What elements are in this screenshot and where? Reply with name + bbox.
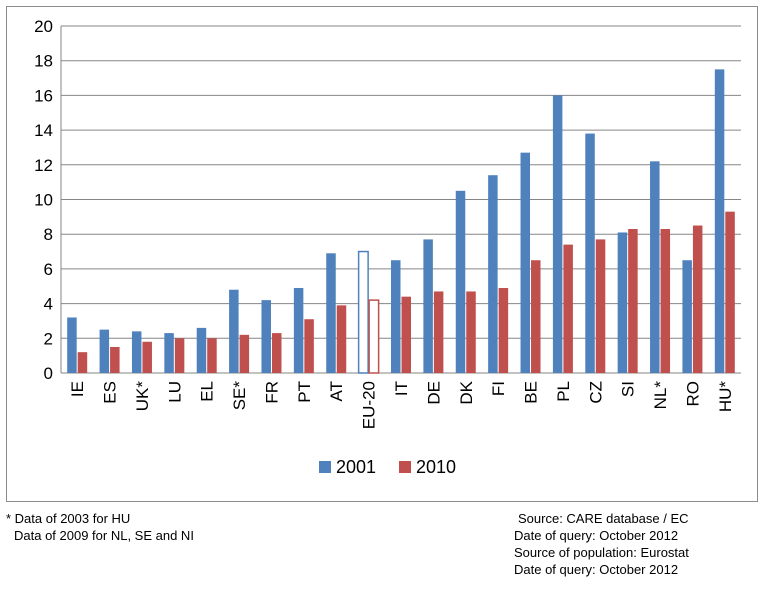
y-tick-label: 20 [34,17,53,36]
bar-2010-BE [531,260,541,373]
bar-2001-UK* [131,331,142,373]
x-tick-label: LU [165,381,184,403]
y-tick-label: 16 [34,86,53,105]
legend-swatch [399,461,411,473]
bar-2001-DE [423,239,433,373]
x-tick-label: DE [424,381,443,405]
bar-2001-RO [682,260,692,373]
x-tick-label: SI [619,381,638,397]
source-line: Source of population: Eurostat [514,545,689,560]
bar-2010-SI [628,228,638,373]
bar-2010-IT [401,296,411,373]
bar-2010-PL [563,244,573,373]
bar-2001-FI [488,175,498,373]
bar-2010-DK [466,291,476,373]
bar-2010-IE [77,352,88,373]
bar-2010-PT [304,319,314,373]
bar-2010-EU-20 [368,299,380,374]
bar-2001-ES [99,329,110,373]
bar-2001-CZ [585,133,595,373]
x-tick-label: DK [457,380,476,404]
bar-2001-SI [617,232,628,373]
bar-2010-RO [692,225,703,373]
chart-frame: 0 2 4 6 8 10 12 14 16 18 20 IE ES UK* LU EL SE* FR PT AT EU-… [6,6,758,502]
bar-chart: 0 2 4 6 8 10 12 14 16 18 20 IE ES UK* LU EL SE* FR PT AT EU-… [34,17,741,477]
bar-2001-AT [326,253,336,373]
bar-2001-BE [520,152,531,373]
legend-label: 2001 [336,457,376,477]
x-tick-label: PL [554,381,573,402]
bar-2010-NL* [660,228,671,373]
y-tick-label: 0 [44,364,53,383]
source-line: Date of query: October 2012 [514,528,679,543]
bar-2001-EL [196,327,207,373]
bar-2001-PL [552,95,563,374]
footnote-line: * Data of 2003 for HU [6,511,131,526]
bar-2010-FR [271,333,282,373]
legend-swatch [319,461,331,473]
y-tick-label: 4 [44,295,53,314]
bar-2010-SE* [239,334,250,373]
bar-2001-IT [391,260,401,373]
bar-2010-CZ [595,239,606,373]
bar-2010-HU* [725,211,735,373]
legend-label: 2010 [416,457,456,477]
x-tick-label: FR [262,381,281,404]
x-tick-label: IT [392,381,411,396]
bar-2001-DK [455,190,466,373]
x-tick-label: UK* [133,381,152,412]
bar-2001-HU* [714,69,725,373]
bar-2010-DE [433,291,444,373]
x-tick-label: EL [198,381,217,402]
x-tick-label: NL* [651,381,670,410]
bar-2010-ES [110,346,120,373]
x-tick-label: SE* [230,381,249,411]
source-line: Date of query: October 2012 [514,562,679,577]
x-tick-label: AT [327,381,346,401]
bar-2001-IE [67,317,77,373]
x-tick-label: FI [489,381,508,396]
x-tick-label: ES [101,381,120,404]
y-tick-label: 6 [44,260,53,279]
x-tick-label: RO [683,381,702,407]
source-line: Source: CARE database / EC [518,511,689,526]
bar-2001-PT [293,287,304,373]
x-tick-label: PT [295,381,314,403]
y-tick-label: 12 [34,156,53,175]
source-note: Source: CARE database / EC Date of query… [514,510,689,578]
bar-2010-AT [336,305,347,373]
bar-2010-FI [498,287,509,373]
x-tick-label: EU-20 [360,381,379,429]
footnote-line: Data of 2009 for NL, SE and NI [14,528,194,543]
footnote: * Data of 2003 for HU Data of 2009 for N… [6,510,194,544]
bar-2001-FR [261,300,271,373]
x-tick-label: BE [522,381,541,404]
bar-2010-LU [174,338,185,373]
bar-2010-EL [207,338,217,373]
y-tick-label: 18 [34,52,53,71]
x-tick-label: IE [68,381,87,397]
y-tick-label: 10 [34,191,53,210]
y-tick-label: 14 [34,121,53,140]
bar-2001-NL* [650,161,660,373]
bar-2010-UK* [142,341,152,373]
y-tick-label: 2 [44,329,53,348]
bar-2001-LU [164,333,174,373]
x-tick-label: HU* [716,381,735,413]
bar-2001-EU-20 [357,250,369,374]
bar-2001-SE* [229,289,239,373]
y-tick-label: 8 [44,225,53,244]
x-tick-label: CZ [586,381,605,404]
